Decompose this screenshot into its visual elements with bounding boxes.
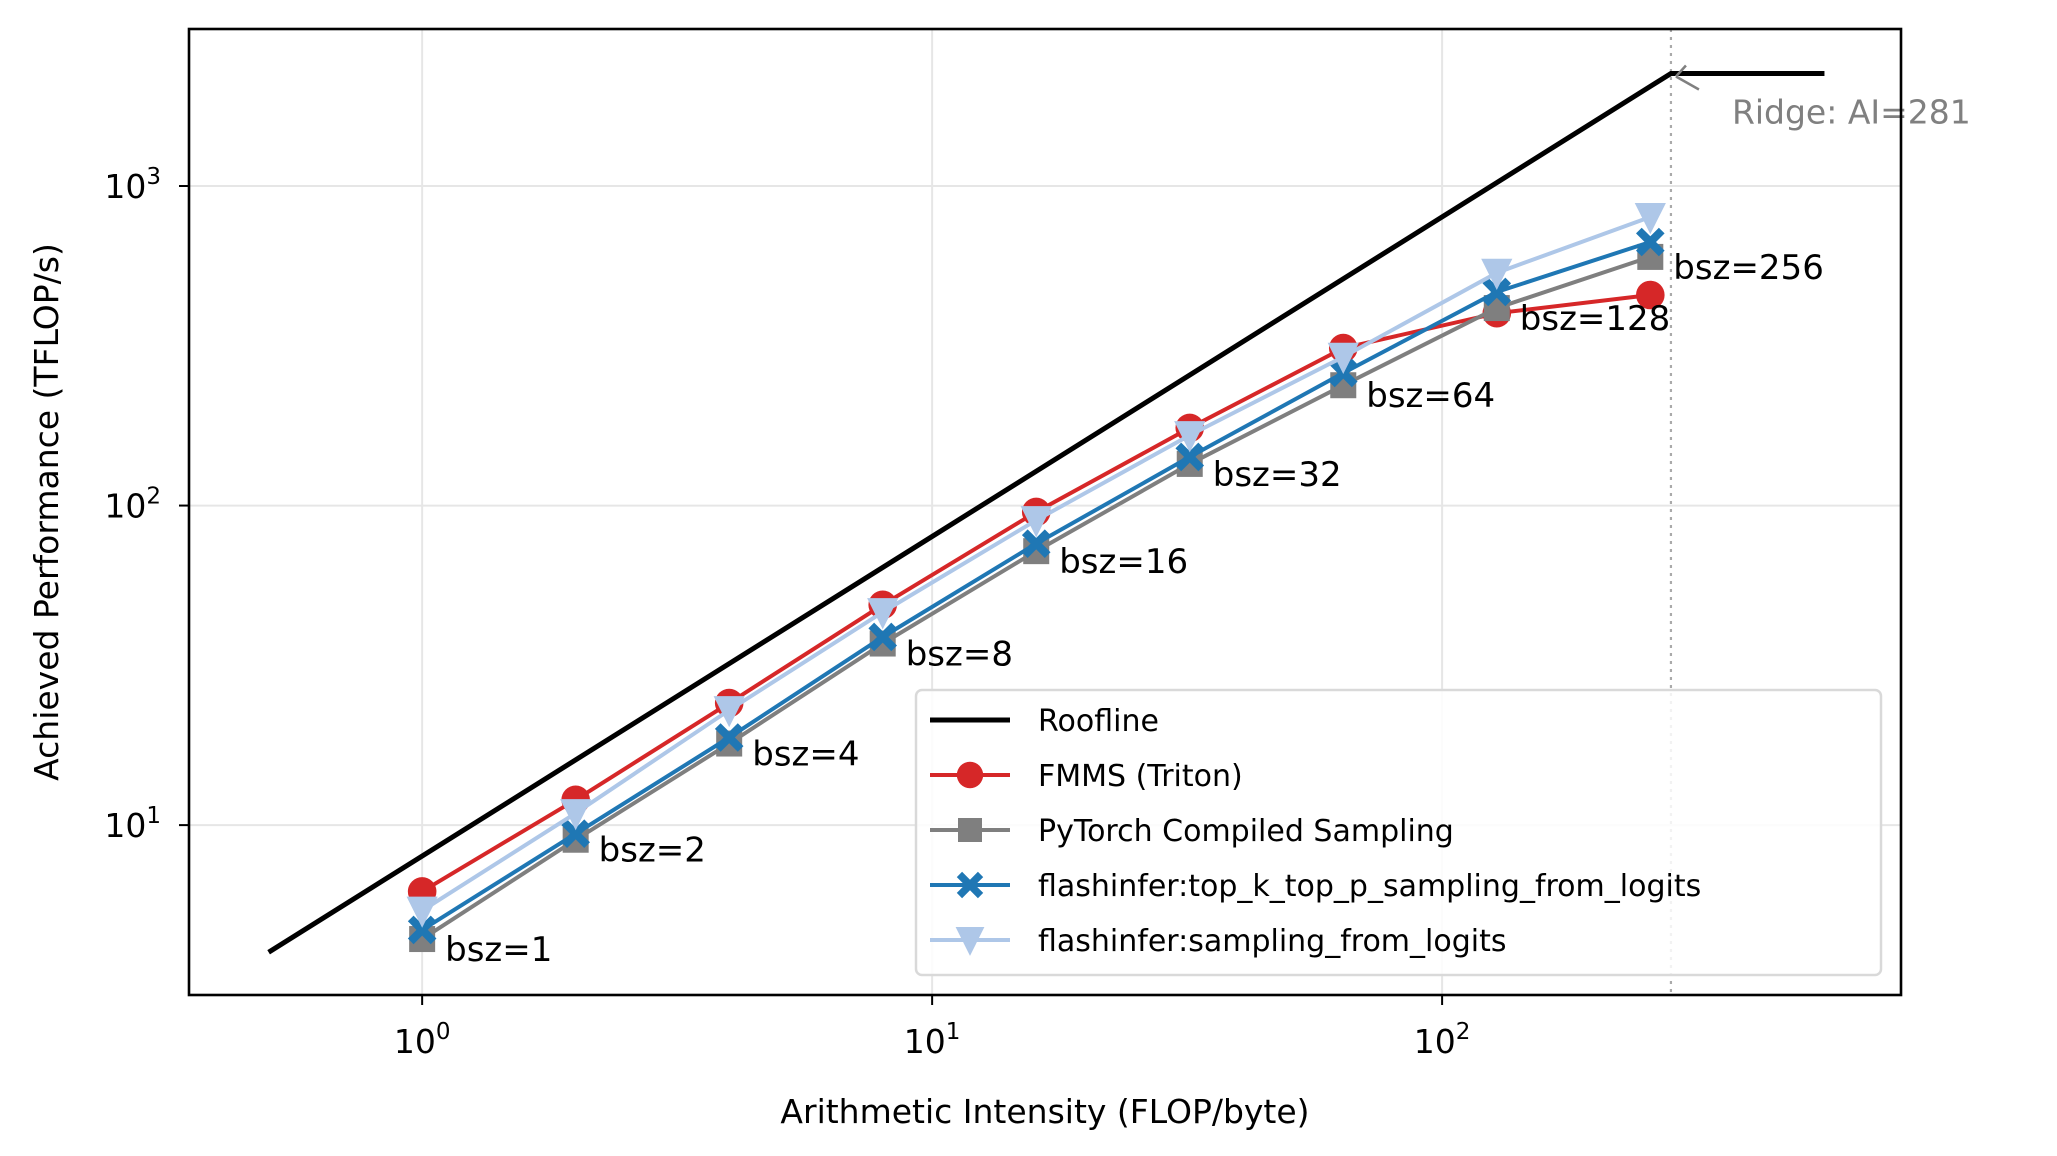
point-label: bsz=16 — [1059, 542, 1188, 582]
legend-label: PyTorch Compiled Sampling — [1038, 814, 1454, 849]
data-point — [407, 915, 437, 945]
legend-marker-icon — [956, 871, 984, 899]
data-point — [1482, 277, 1512, 307]
data-point — [560, 799, 592, 831]
ridge-annotation: Ridge: AI=281 — [1732, 92, 1971, 131]
data-point — [406, 896, 438, 928]
point-label: bsz=2 — [599, 831, 706, 871]
legend-marker-icon — [955, 927, 985, 956]
ridge-arrow-icon — [1675, 64, 1700, 91]
x-tick-label: 100 — [394, 1019, 451, 1061]
data-point — [1327, 342, 1359, 375]
point-label: bsz=4 — [752, 735, 859, 775]
legend-label: Roofline — [1038, 704, 1159, 739]
legend-box — [914, 688, 1883, 977]
legend-item: Roofline — [930, 704, 1159, 739]
data-point — [561, 819, 590, 848]
point-label: bsz=32 — [1213, 455, 1342, 495]
data-point — [1020, 506, 1052, 538]
point-labels: bsz=1 bsz=2 bsz=4 bsz=8 bsz=16 bsz=32 bsz=64 bs… — [445, 248, 1824, 970]
data-point — [1175, 442, 1205, 472]
point-label: bsz=8 — [906, 635, 1013, 675]
data-point — [867, 598, 899, 630]
series-flashinfer-sampling-from-logits — [406, 202, 1666, 928]
legend-marker-icon — [958, 818, 982, 842]
data-point — [1481, 258, 1513, 290]
data-point — [713, 696, 745, 728]
legend-label: flashinfer:top_k_top_p_sampling_from_log… — [1038, 869, 1701, 904]
x-tick-label: 102 — [1414, 1019, 1471, 1061]
legend: Roofline FMMS (Triton) PyTorch Compiled Sa… — [914, 688, 1883, 977]
x-axis-ticks: 100 101 102 — [394, 995, 1471, 1061]
roofline — [267, 70, 1825, 955]
y-tick-label: 102 — [104, 484, 161, 526]
data-point — [1174, 421, 1206, 453]
legend-marker-icon — [956, 761, 984, 789]
data-point — [1021, 529, 1051, 558]
legend-item: flashinfer:top_k_top_p_sampling_from_log… — [930, 869, 1701, 904]
legend-item: FMMS (Triton) — [930, 759, 1243, 794]
arrow-path — [1675, 64, 1700, 91]
data-point — [1636, 227, 1665, 257]
point-label: bsz=1 — [445, 930, 552, 970]
data-point — [868, 622, 898, 652]
data-point — [1636, 280, 1665, 310]
y-axis-label: Achieved Performance (TFLOP/s) — [27, 243, 66, 781]
x-tick-label: 101 — [904, 1019, 961, 1061]
data-point — [1634, 202, 1666, 235]
y-tick-label: 103 — [104, 164, 161, 206]
point-label: bsz=128 — [1520, 299, 1671, 339]
data-point — [714, 723, 744, 752]
legend-label: FMMS (Triton) — [1038, 759, 1243, 794]
x-axis-label: Arithmetic Intensity (FLOP/byte) — [780, 1092, 1309, 1131]
legend-label: flashinfer:sampling_from_logits — [1038, 924, 1507, 959]
legend-item: flashinfer:sampling_from_logits — [930, 924, 1507, 959]
y-tick-label: 101 — [104, 803, 161, 845]
series-flashinfer-top-k-top-p-sampling-from-logits — [407, 227, 1665, 945]
series-group — [406, 202, 1666, 953]
plot-frame — [187, 27, 1903, 997]
point-label: bsz=256 — [1673, 248, 1824, 288]
legend-item: PyTorch Compiled Sampling — [930, 814, 1454, 849]
y-axis-ticks: 101 102 103 — [104, 164, 189, 845]
point-label: bsz=64 — [1366, 376, 1495, 416]
roofline-line — [267, 70, 1825, 955]
